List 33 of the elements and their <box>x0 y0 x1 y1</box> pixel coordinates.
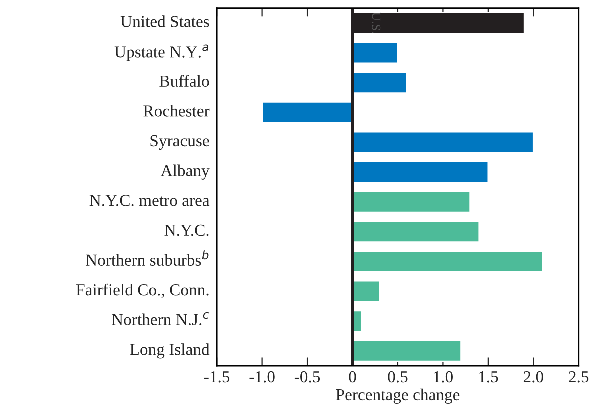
bar <box>352 42 399 64</box>
x-tick-label: 0 <box>349 371 356 383</box>
bar <box>352 220 480 244</box>
bar <box>352 190 472 214</box>
bar <box>262 102 354 124</box>
y-tick-label: Northern N.J.$^{c}$ <box>112 312 210 326</box>
y-tick-label: Upstate N.Y.$^{a}$ <box>114 44 209 62</box>
bar <box>352 280 381 303</box>
bar <box>352 340 462 362</box>
x-tick-label: 2.5 <box>569 371 589 383</box>
bar <box>352 72 408 94</box>
x-tick-label: -0.5 <box>294 371 320 383</box>
annotation: U.S. <box>372 12 381 34</box>
y-tick-label: N.Y.C. <box>164 224 209 236</box>
x-tick-label: -1.5 <box>204 372 230 383</box>
bar <box>352 250 544 273</box>
x-tick-label: 0.5 <box>388 371 408 383</box>
y-tick-label: Syracuse <box>150 135 210 150</box>
y-tick-label: Buffalo <box>160 75 210 88</box>
y-tick-label: Northern suburbs$^{b}$ <box>86 250 209 266</box>
x-tick-label: -1.0 <box>250 371 275 383</box>
x-tick-label: 1.5 <box>479 372 498 383</box>
y-tick-label: Albany <box>160 164 210 180</box>
x-axis-title: Percentage change <box>336 388 460 404</box>
y-tick-label: N.Y.C. metro area <box>90 195 210 206</box>
x-tick-label: 2.0 <box>524 371 544 383</box>
x-tick-label: 1.0 <box>434 371 453 383</box>
y-tick-label: Long Island <box>130 344 210 359</box>
y-tick-label: Rochester <box>144 105 210 117</box>
bar <box>352 131 534 154</box>
y-tick-label: United States <box>120 16 210 28</box>
y-tick-label: Fairfield Co., Conn. <box>76 284 209 298</box>
bar <box>352 161 490 184</box>
